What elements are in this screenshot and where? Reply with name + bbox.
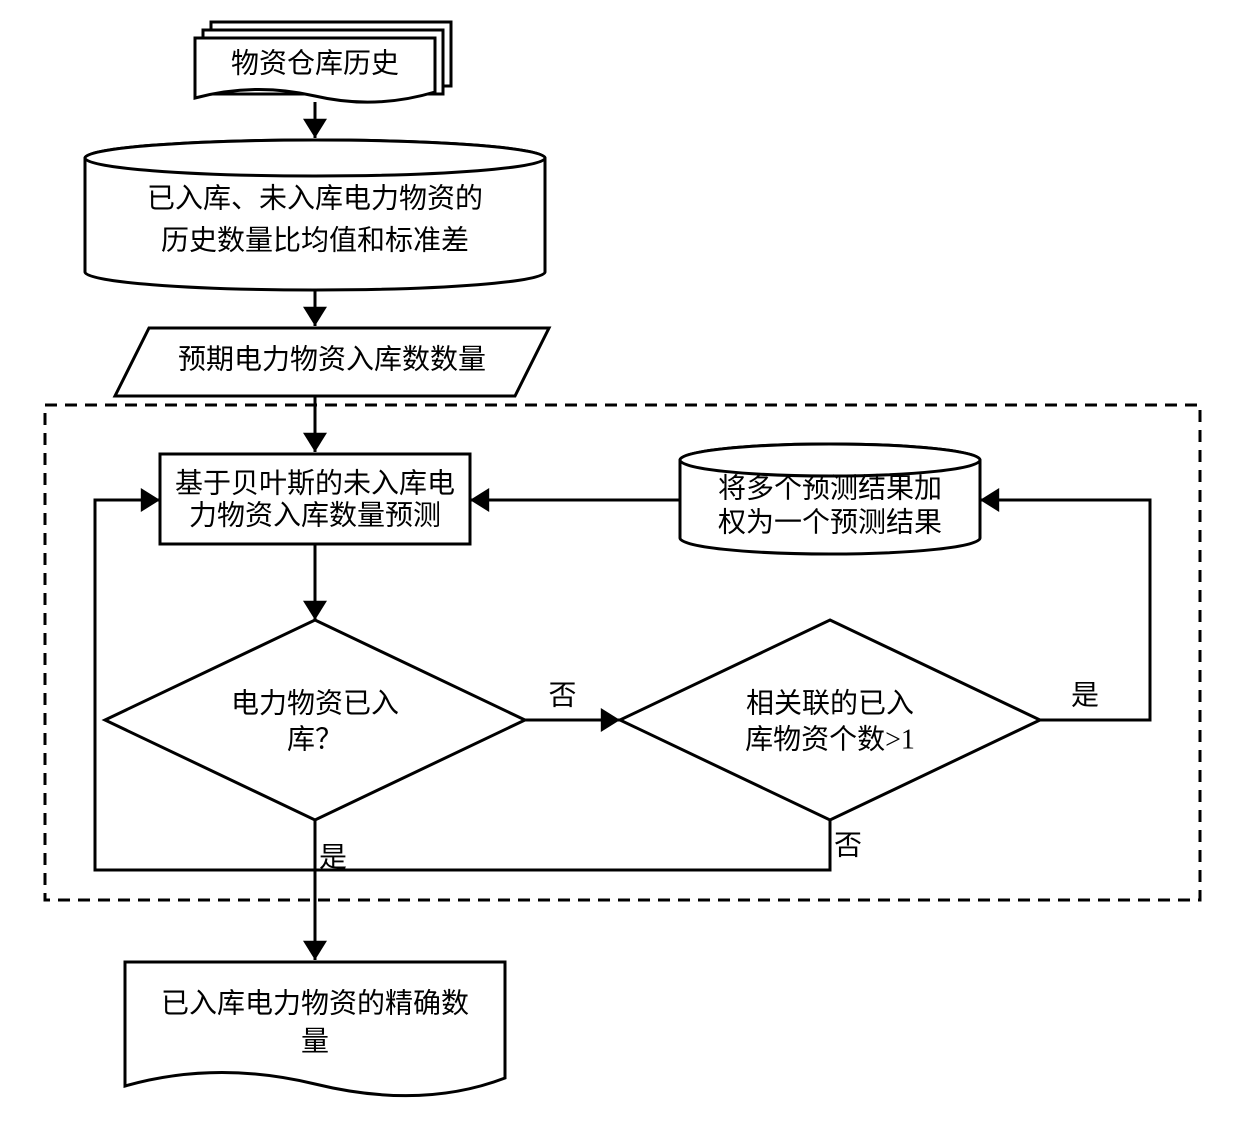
process-line2: 力物资入库数量预测 [189, 499, 441, 531]
decision1-line2: 库？ [287, 723, 343, 755]
cylinder-history-line1: 已入库、未入库电力物资的 [147, 182, 483, 214]
output-line2: 量 [301, 1026, 329, 1057]
doc-label: 物资仓库历史 [231, 47, 399, 79]
label-no-1: 否 [548, 680, 576, 711]
cylinder-weight-line2: 权为一个预测结果 [718, 506, 942, 538]
parallelogram-label: 预期电力物资入库数数量 [178, 343, 486, 375]
process-line1: 基于贝叶斯的未入库电 [175, 467, 455, 499]
decision-stocked [105, 620, 525, 820]
decision1-line1: 电力物资已入 [231, 687, 399, 719]
decision2-line1: 相关联的已入 [746, 687, 914, 719]
cylinder-weight-line1: 将多个预测结果加 [718, 472, 942, 504]
output-line1: 已入库电力物资的精确数 [161, 987, 469, 1019]
label-no-2: 否 [834, 830, 862, 861]
label-yes-1: 是 [319, 842, 347, 873]
decision2-line2: 库物资个数>1 [745, 723, 915, 755]
cylinder-history-line2: 历史数量比均值和标准差 [161, 224, 469, 256]
decision-count [620, 620, 1040, 820]
label-yes-2: 是 [1071, 680, 1099, 711]
